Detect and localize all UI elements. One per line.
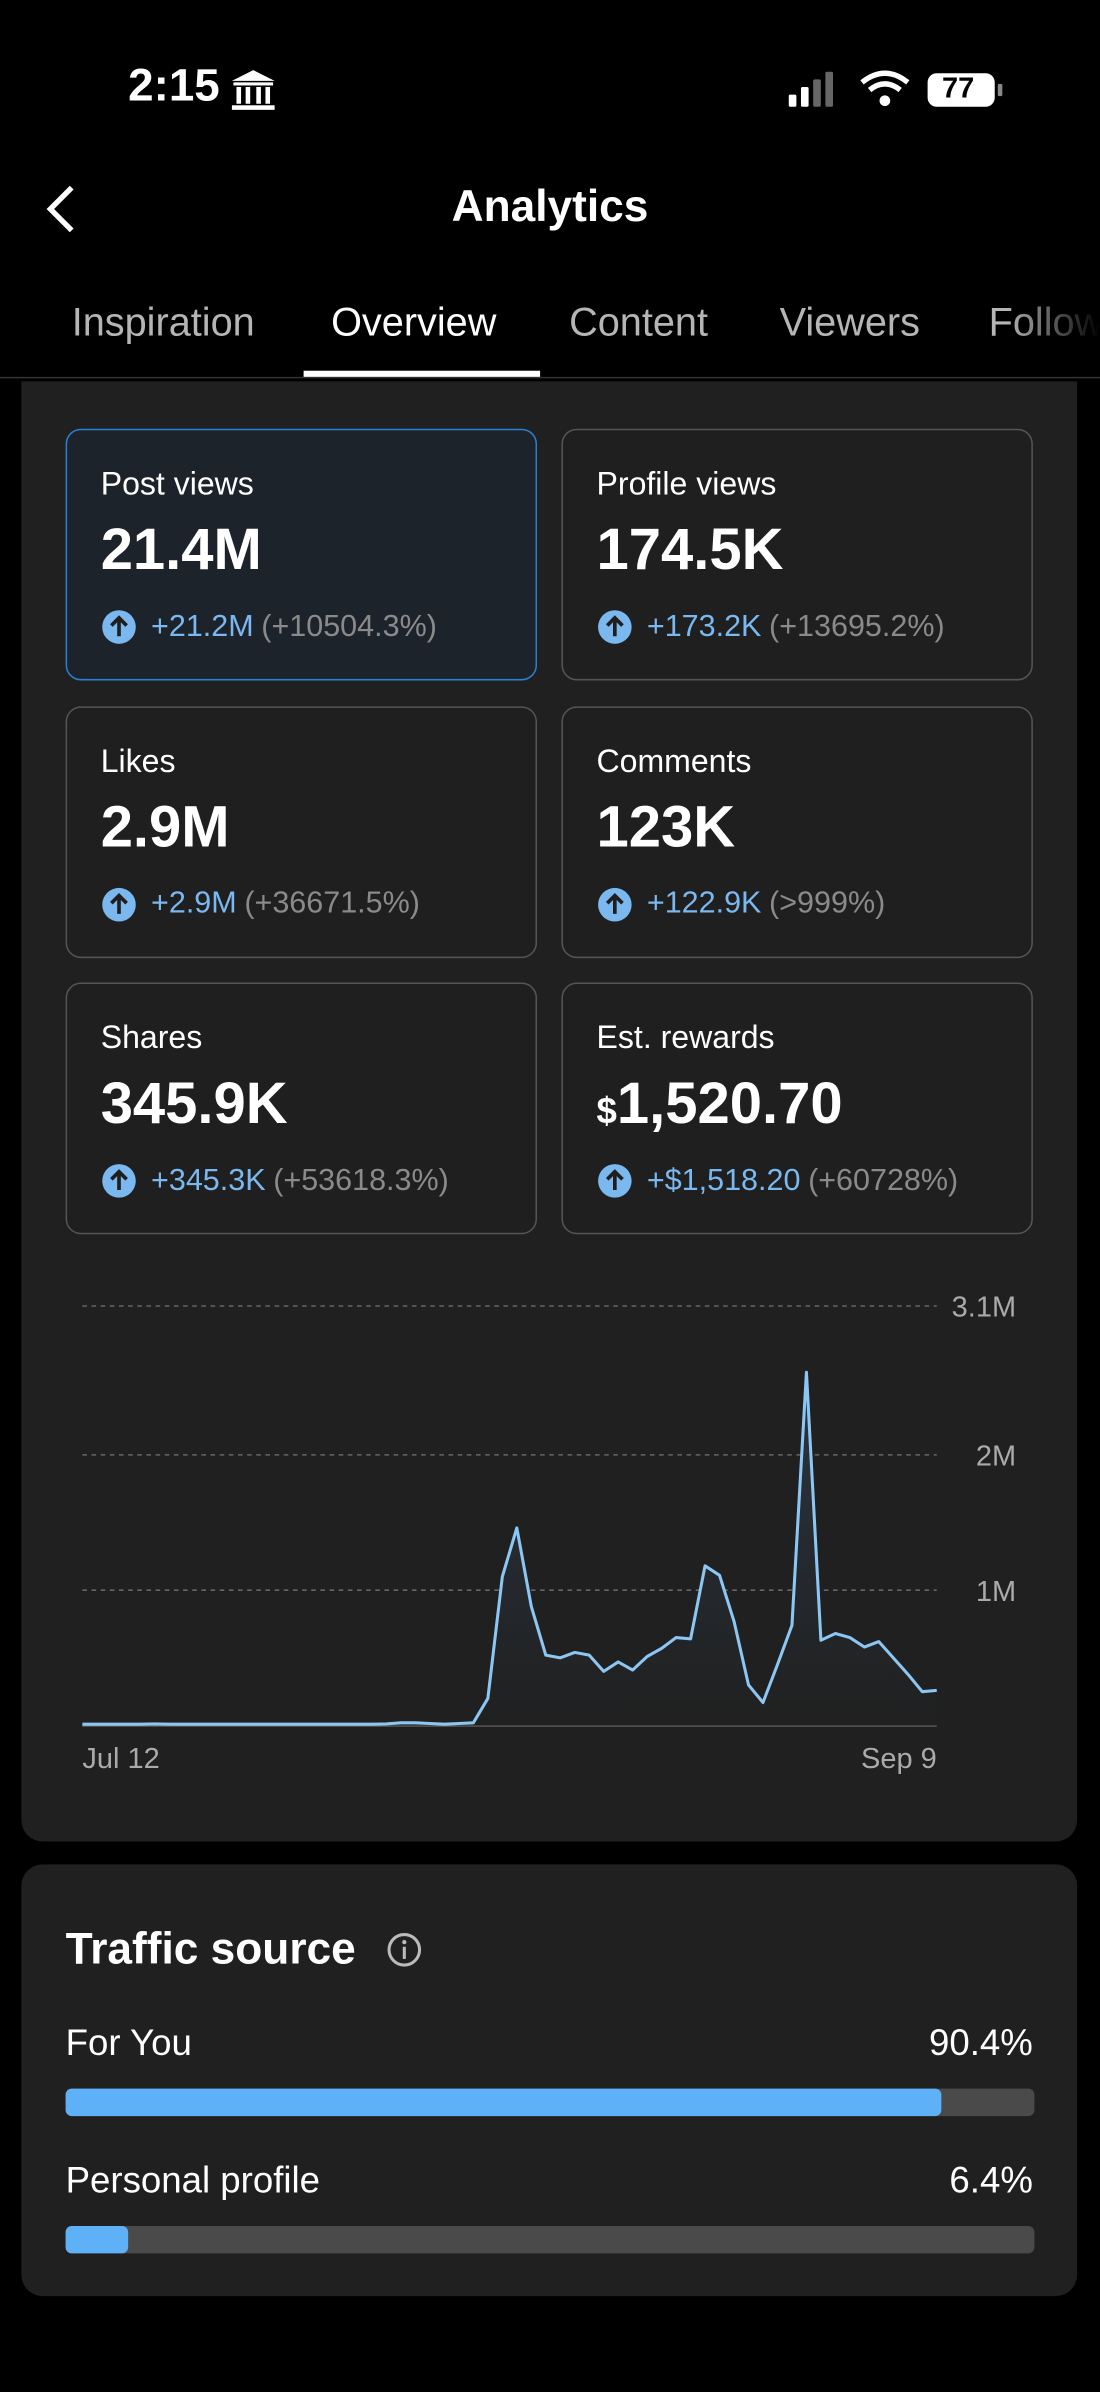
stat-label: Likes bbox=[100, 743, 176, 779]
stat-change: +345.3K (+53618.3%) bbox=[101, 1163, 449, 1200]
tab-bar: InspirationOverviewContentViewersFollowe… bbox=[0, 0, 1100, 378]
stat-value: 345.9K bbox=[101, 1073, 288, 1139]
stat-label: Post views bbox=[100, 466, 254, 502]
source-percent: 90.4% bbox=[929, 2023, 1033, 2065]
stat-change: +173.2K (+13695.2%) bbox=[597, 609, 945, 646]
tab[interactable]: Inspiration bbox=[71, 299, 255, 345]
percent: (+36671.5%) bbox=[244, 886, 420, 920]
source-name: For You bbox=[65, 2023, 192, 2065]
tab[interactable]: Content bbox=[569, 299, 709, 345]
status-icons bbox=[788, 70, 1003, 107]
info-icon[interactable] bbox=[386, 1931, 426, 1971]
battery-level: 77 bbox=[941, 73, 975, 106]
value: 174.5K bbox=[596, 518, 784, 583]
x-tick-label: Sep 9 bbox=[861, 1743, 937, 1775]
traffic-panel bbox=[21, 1864, 1078, 2297]
value: 345.9K bbox=[100, 1072, 288, 1137]
stat-card[interactable]: Likes 2.9M +2.9M (+36671.5%) bbox=[65, 705, 538, 958]
bar bbox=[65, 2088, 942, 2117]
source-name: Personal profile bbox=[65, 2160, 321, 2202]
stat-card[interactable]: Post views 21.4M +21.2M (+10504.3%) bbox=[65, 428, 538, 681]
line-chart: 1M 2M 3.1M Jul 12 Sep 9 bbox=[82, 1292, 1016, 1775]
tab-indicator bbox=[303, 370, 541, 377]
stat-value: 21.4M bbox=[101, 519, 262, 585]
value: 123K bbox=[596, 795, 736, 860]
stat-card[interactable]: Profile views 174.5K +173.2K (+13695.2%) bbox=[561, 428, 1033, 681]
stat-value: 123K bbox=[597, 796, 736, 862]
percent: (+60728%) bbox=[808, 1163, 959, 1197]
up-icon bbox=[102, 610, 136, 644]
value: 2.9M bbox=[100, 795, 230, 860]
stat-label: Shares bbox=[100, 1020, 203, 1056]
stat-change: +21.2M (+10504.3%) bbox=[101, 609, 437, 646]
y-tick-label: 3.1M bbox=[952, 1292, 1016, 1324]
value: 21.4M bbox=[100, 518, 262, 583]
stat-value: 174.5K bbox=[597, 519, 784, 585]
tab-fade bbox=[1006, 268, 1100, 376]
status-time: 2:15 bbox=[128, 61, 220, 112]
bar-track bbox=[65, 2225, 1035, 2254]
tab[interactable]: Overview bbox=[331, 299, 497, 345]
stat-label: Profile views bbox=[596, 466, 777, 502]
up-icon bbox=[102, 1164, 136, 1198]
change: +21.2M bbox=[151, 609, 254, 644]
percent: (+53618.3%) bbox=[273, 1163, 449, 1197]
line bbox=[82, 1370, 937, 1726]
stat-change: +$1,518.20 (+60728%) bbox=[597, 1163, 959, 1200]
back-button[interactable] bbox=[43, 183, 80, 235]
up-icon bbox=[598, 1164, 632, 1198]
stat-value: $1,520.70 bbox=[597, 1073, 843, 1139]
x-tick-label: Jul 12 bbox=[82, 1743, 159, 1775]
tab-divider bbox=[0, 376, 1100, 379]
stat-card[interactable]: Shares 345.9K +345.3K (+53618.3%) bbox=[65, 982, 538, 1235]
source-percent: 6.4% bbox=[949, 2160, 1033, 2202]
change: +173.2K bbox=[646, 609, 762, 644]
stat-change: +2.9M (+36671.5%) bbox=[101, 886, 420, 923]
currency: $ bbox=[596, 1090, 617, 1133]
percent: (>999%) bbox=[769, 886, 886, 920]
area bbox=[82, 1372, 937, 1726]
stat-value: 2.9M bbox=[101, 796, 230, 862]
stat-change: +122.9K (>999%) bbox=[597, 886, 886, 923]
y-tick-label: 1M bbox=[976, 1576, 1016, 1608]
page-title: Analytics bbox=[451, 183, 649, 232]
value: 1,520.70 bbox=[616, 1072, 843, 1137]
up-icon bbox=[598, 610, 632, 644]
change: +122.9K bbox=[646, 886, 762, 920]
y-tick-label: 2M bbox=[976, 1441, 1016, 1473]
change: +2.9M bbox=[151, 886, 237, 920]
up-icon bbox=[598, 887, 632, 921]
stat-label: Comments bbox=[596, 743, 752, 779]
percent: (+10504.3%) bbox=[261, 609, 437, 644]
change: +345.3K bbox=[151, 1163, 266, 1197]
bank-icon bbox=[231, 70, 275, 110]
traffic-title: Traffic source bbox=[65, 1925, 356, 1975]
stat-label: Est. rewards bbox=[596, 1020, 775, 1056]
bar bbox=[65, 2225, 128, 2254]
percent: (+13695.2%) bbox=[769, 609, 945, 644]
up-icon bbox=[102, 887, 136, 921]
stat-card[interactable]: Comments 123K +122.9K (>999%) bbox=[561, 705, 1033, 958]
tab[interactable]: Viewers bbox=[779, 299, 920, 345]
change: +$1,518.20 bbox=[646, 1163, 801, 1197]
stat-card[interactable]: Est. rewards $1,520.70 +$1,518.20 (+60728%) bbox=[561, 982, 1033, 1235]
